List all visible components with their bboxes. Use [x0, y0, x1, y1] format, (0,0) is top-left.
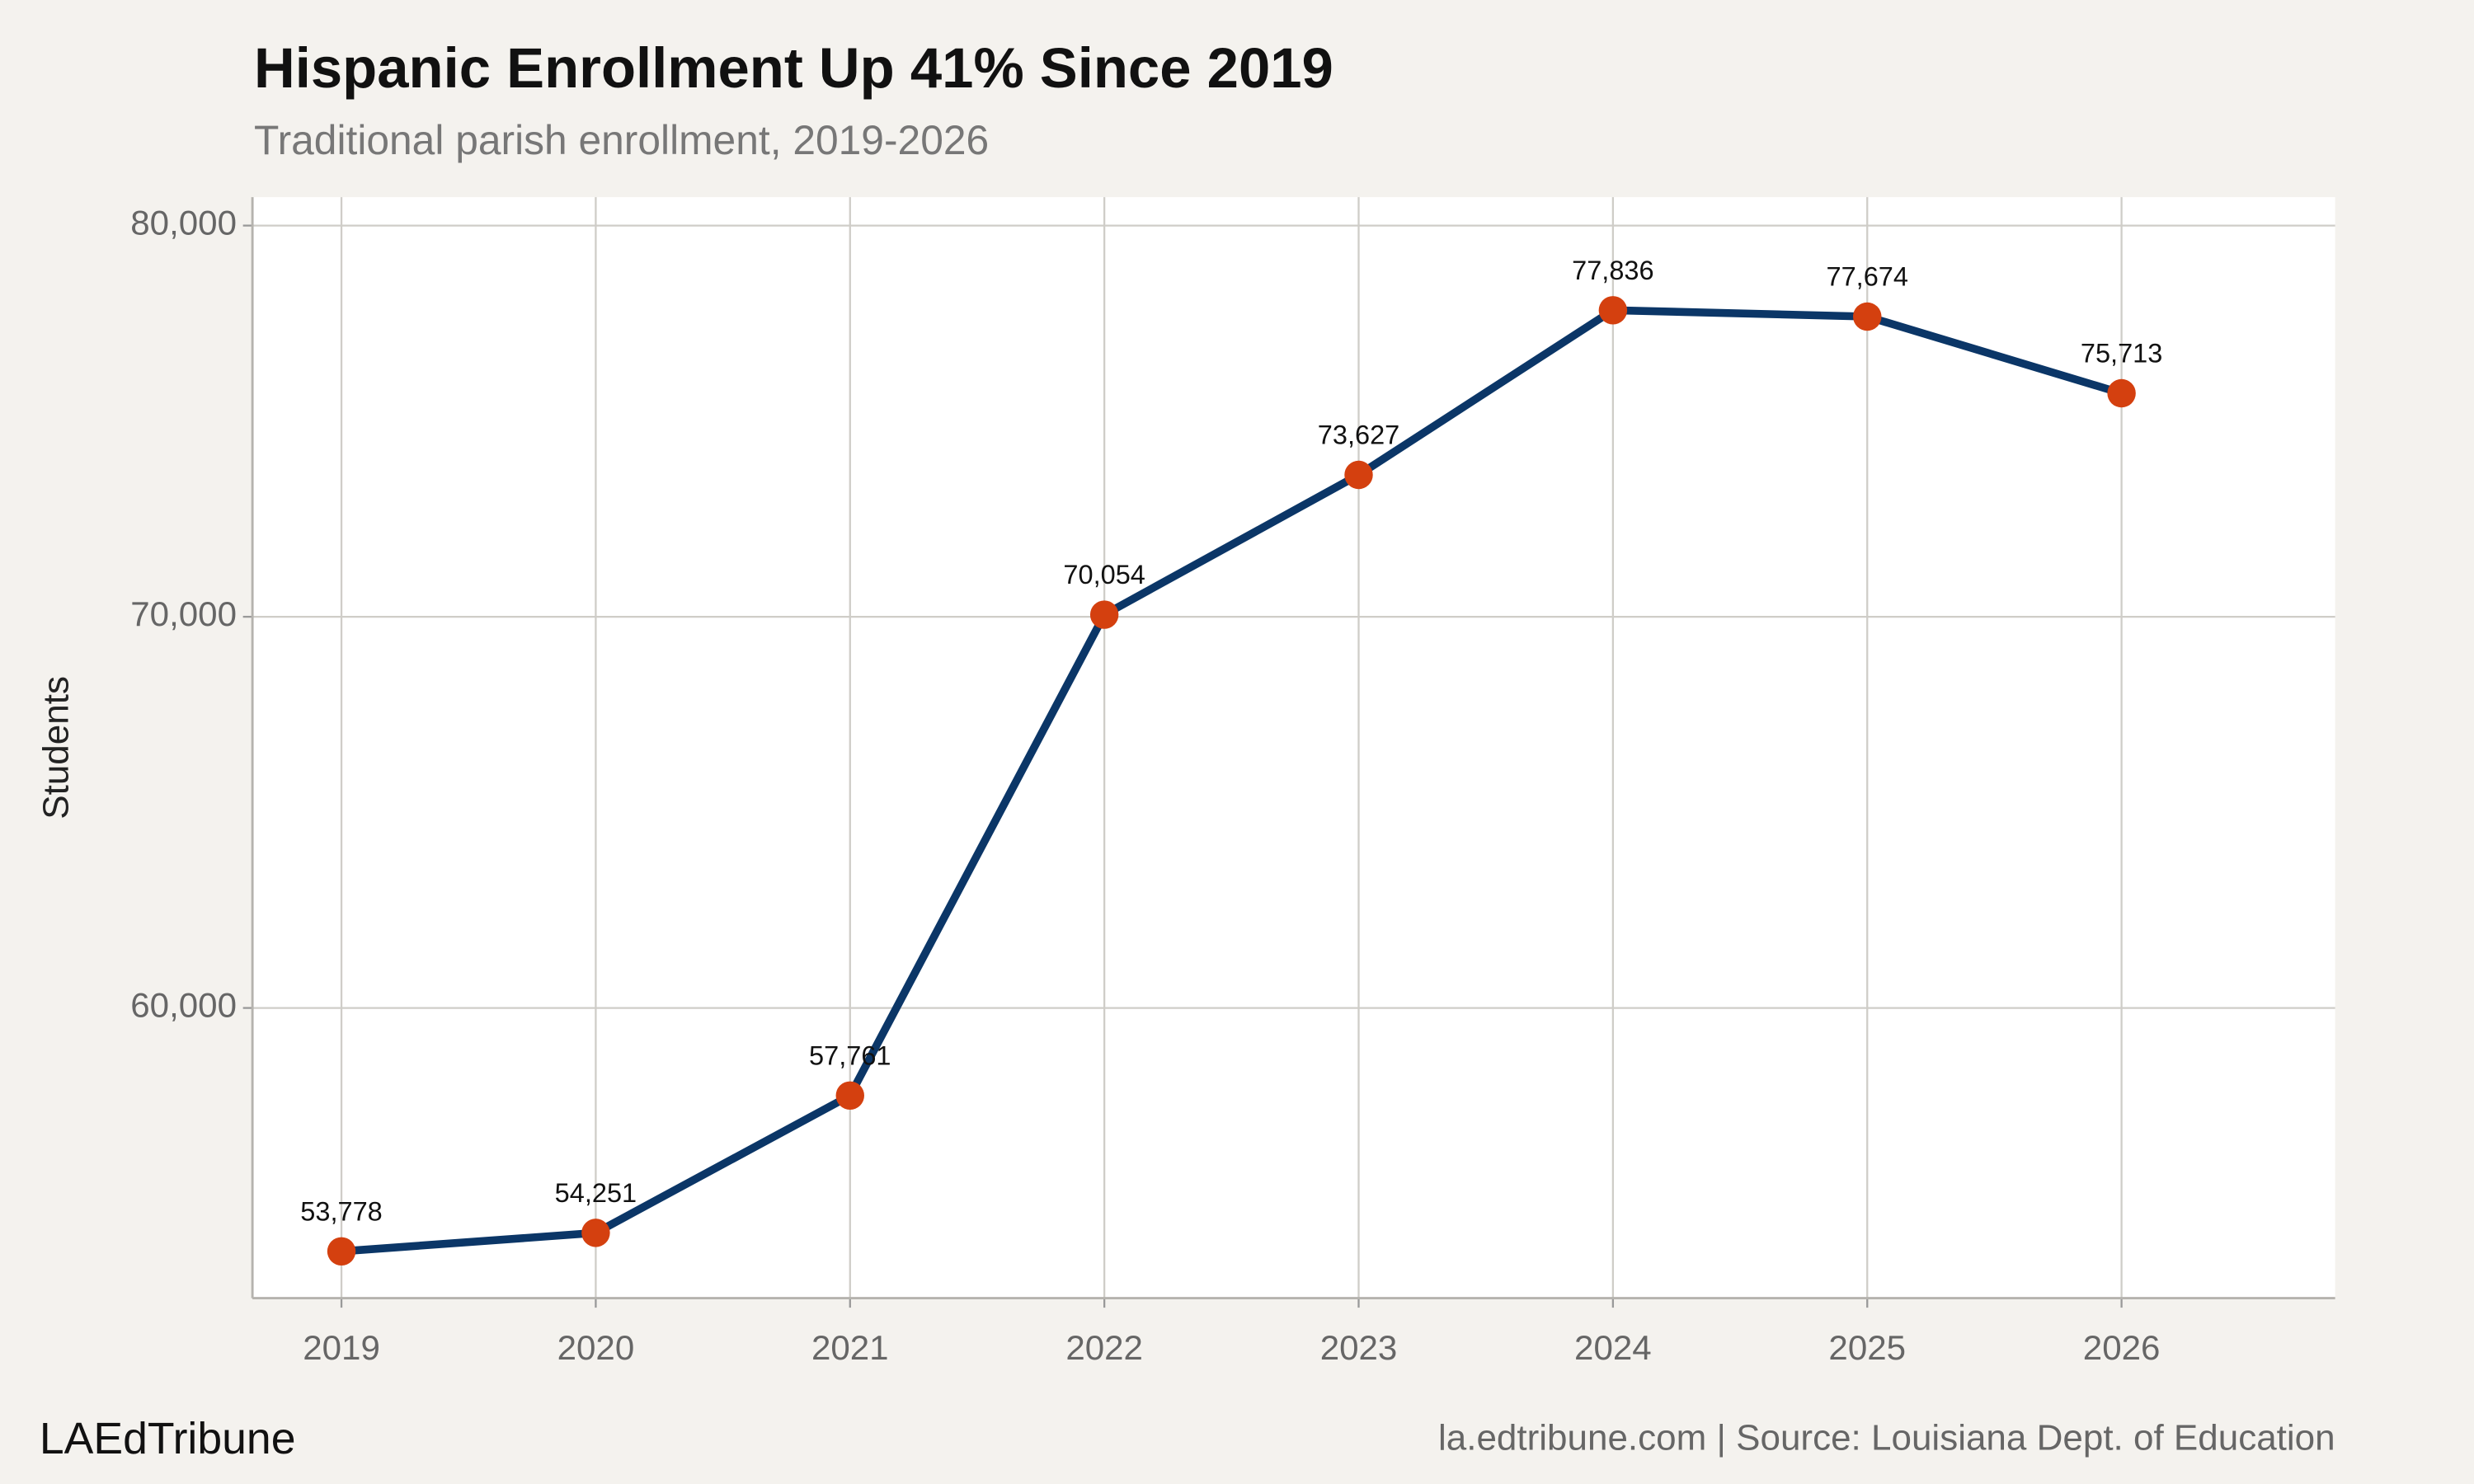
- chart-title: Hispanic Enrollment Up 41% Since 2019: [254, 36, 1333, 100]
- x-tick-label: 2024: [1574, 1328, 1652, 1367]
- x-tick-label: 2023: [1320, 1328, 1398, 1367]
- data-point: [1853, 302, 1882, 331]
- data-label: 77,674: [1827, 262, 1908, 292]
- grid: 60,000 70,000 80,000 2019 2020 2021 2022 2023 20…: [130, 197, 2335, 1367]
- marks: 53,778 54,251 57,761 70,054 73,627 77,836 77,6…: [300, 256, 2162, 1266]
- data-label: 53,778: [300, 1196, 382, 1226]
- x-tick-label: 2025: [1828, 1328, 1906, 1367]
- data-point: [1089, 600, 1119, 629]
- brand: LAEdTribune: [40, 1415, 296, 1463]
- data-point: [581, 1219, 610, 1247]
- data-label: 54,251: [555, 1178, 637, 1208]
- data-label: 77,836: [1572, 256, 1653, 285]
- x-tick-label: 2019: [303, 1328, 380, 1367]
- x-tick-label: 2026: [2083, 1328, 2161, 1367]
- x-tick-label: 2020: [557, 1328, 635, 1367]
- data-label: 75,713: [2081, 339, 2162, 369]
- x-tick-label: 2022: [1065, 1328, 1143, 1367]
- chart-subtitle: Traditional parish enrollment, 2019-2026: [254, 117, 989, 163]
- y-tick-label: 60,000: [130, 986, 237, 1025]
- data-point: [2107, 378, 2136, 408]
- y-axis-label: Students: [35, 676, 76, 819]
- data-label: 73,627: [1318, 420, 1399, 450]
- x-tick-label: 2021: [811, 1328, 889, 1367]
- data-point: [835, 1081, 864, 1111]
- data-label: 57,761: [809, 1041, 891, 1071]
- data-label: 70,054: [1063, 560, 1145, 589]
- y-tick-label: 70,000: [130, 594, 237, 633]
- data-point: [1344, 460, 1373, 490]
- plot-panel: [252, 197, 2335, 1298]
- series-line: [341, 306, 2123, 1256]
- data-point: [327, 1237, 356, 1266]
- caption: la.edtribune.com | Source: Louisiana Dep…: [1438, 1417, 2335, 1458]
- y-tick-label: 80,000: [130, 204, 237, 242]
- data-point: [1598, 296, 1628, 325]
